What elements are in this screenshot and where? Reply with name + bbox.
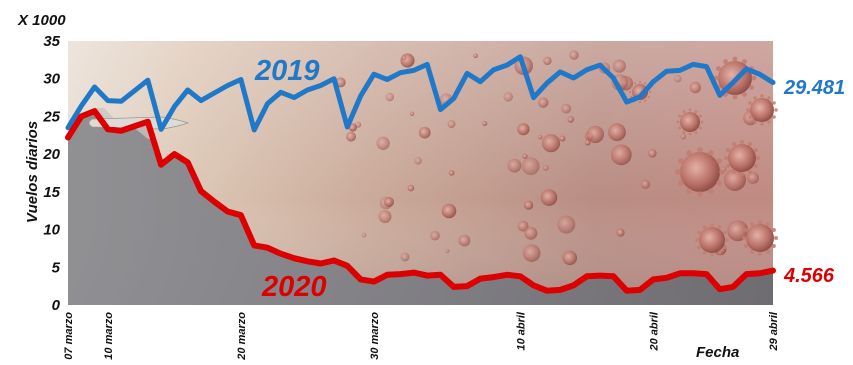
series-2020-area [68,111,773,305]
series-2019-end-value: 29.481 [783,77,845,99]
series-2019-line [65,54,776,133]
y-axis-ticks: 0 5 10 15 20 25 30 35 [42,33,60,314]
y-tick-label: 30 [43,71,60,88]
x-axis-title: Fecha [696,344,739,361]
x-tick-label: 20 marzo [236,312,248,361]
y-tick-label: 25 [42,108,60,125]
x-tick-label: 10 abril [515,311,527,350]
series-2020-end-value: 4.566 [783,265,835,287]
y-axis-title: Vuelos diarios [24,121,41,223]
series-2019-label: 2019 [254,55,320,87]
x-tick-label: 10 marzo [103,312,115,360]
x-tick-label: 29 abril [768,311,780,351]
x-tick-label: 20 abril [648,311,660,351]
y-tick-label: 10 [43,222,60,239]
virus-decoration [335,50,778,266]
y-tick-label: 35 [43,33,60,50]
series-2020-label: 2020 [261,271,327,303]
x-tick-label: 30 marzo [369,312,381,360]
y-tick-label: 5 [52,259,61,276]
x-tick-label: 07 marzo [63,312,75,360]
y-tick-label: 20 [42,146,60,163]
y-tick-label: 15 [43,184,60,201]
unit-label: X 1000 [17,12,66,29]
series-2020-line [65,108,776,294]
y-tick-label: 0 [52,297,61,314]
x-axis-ticks: 07 marzo 10 marzo 20 marzo 30 marzo 10 abril… [63,311,780,361]
